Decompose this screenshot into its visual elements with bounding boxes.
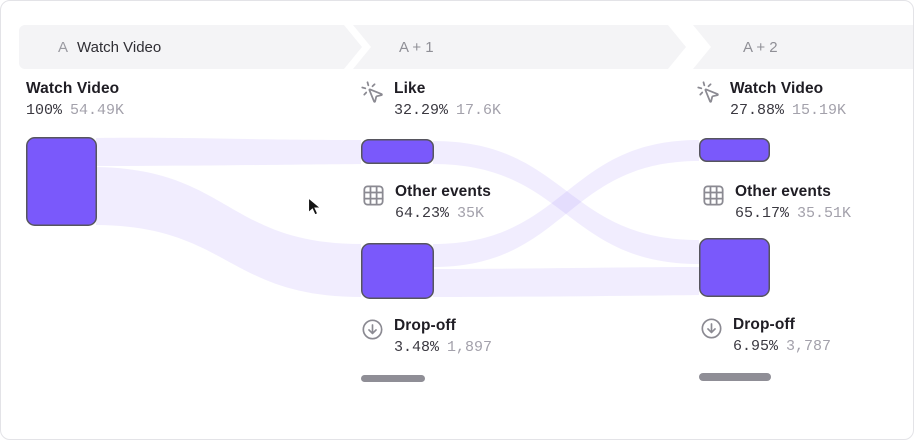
event-count: 35.51K bbox=[797, 205, 852, 222]
grid-icon bbox=[703, 185, 724, 206]
node-label-watch-video-step2: Watch Video 27.88% 15.19K bbox=[696, 79, 846, 120]
event-count: 1,897 bbox=[447, 339, 493, 356]
event-stats: 100% 54.49K bbox=[26, 101, 124, 120]
sankey-node-drop-off-step1[interactable] bbox=[361, 375, 425, 382]
step-label: Watch Video bbox=[77, 38, 162, 56]
flow-watchvideo-to-otherevents bbox=[96, 167, 361, 297]
event-percent: 3.48% bbox=[394, 339, 440, 356]
node-label-other-events-step1: Other events 64.23% 35K bbox=[361, 182, 491, 223]
event-name: Watch Video bbox=[26, 80, 120, 97]
event-stats: 64.23% 35K bbox=[395, 204, 491, 223]
event-name: Like bbox=[394, 80, 426, 97]
event-count: 35K bbox=[457, 205, 485, 222]
event-stats: 3.48% 1,897 bbox=[394, 338, 492, 357]
step-label: A + 1 bbox=[399, 38, 434, 56]
event-count: 15.19K bbox=[792, 102, 847, 119]
sankey-node-other-events-step2[interactable] bbox=[699, 238, 770, 297]
event-count: 17.6K bbox=[456, 102, 502, 119]
flow-otherevents-to-otherevents2 bbox=[433, 267, 699, 297]
event-name: Watch Video bbox=[730, 80, 824, 97]
event-name: Drop-off bbox=[733, 316, 795, 333]
event-percent: 27.88% bbox=[730, 102, 785, 119]
event-percent: 32.29% bbox=[394, 102, 449, 119]
event-stats: 27.88% 15.19K bbox=[730, 101, 846, 120]
node-label-drop-off-step1: Drop-off 3.48% 1,897 bbox=[360, 316, 492, 357]
sankey-node-watch-video-step2[interactable] bbox=[699, 138, 770, 162]
dropoff-icon bbox=[362, 319, 383, 340]
sankey-node-watch-video-step0[interactable] bbox=[26, 137, 97, 226]
sankey-node-other-events-step1[interactable] bbox=[361, 243, 434, 299]
node-label-like-step1: Like 32.29% 17.6K bbox=[360, 79, 501, 120]
event-percent: 64.23% bbox=[395, 205, 450, 222]
step-segment-a-plus-2[interactable]: A + 2 bbox=[693, 25, 913, 69]
event-stats: 6.95% 3,787 bbox=[733, 337, 831, 356]
event-name: Other events bbox=[395, 183, 491, 200]
node-label-watch-video-step0: Watch Video 100% 54.49K bbox=[26, 79, 124, 120]
node-label-other-events-step2: Other events 65.17% 35.51K bbox=[701, 182, 851, 223]
step-segment-a-plus-1[interactable]: A + 1 bbox=[353, 25, 686, 69]
flow-otherevents-to-watchvideo2 bbox=[433, 140, 699, 267]
event-count: 54.49K bbox=[70, 102, 125, 119]
event-stats: 65.17% 35.51K bbox=[735, 204, 851, 223]
event-name: Drop-off bbox=[394, 317, 456, 334]
event-count: 3,787 bbox=[786, 338, 832, 355]
step-label: A + 2 bbox=[743, 38, 778, 56]
flow-like-to-otherevents2 bbox=[433, 141, 699, 264]
node-label-drop-off-step2: Drop-off 6.95% 3,787 bbox=[699, 315, 831, 356]
event-percent: 100% bbox=[26, 102, 63, 119]
event-stats: 32.29% 17.6K bbox=[394, 101, 501, 120]
step-prefix: A bbox=[58, 38, 69, 56]
click-icon bbox=[697, 81, 719, 103]
event-name: Other events bbox=[735, 183, 831, 200]
event-percent: 6.95% bbox=[733, 338, 779, 355]
flow-watchvideo-to-like bbox=[96, 137, 361, 166]
step-segment-watch-video[interactable]: A Watch Video bbox=[19, 25, 362, 69]
dropoff-icon bbox=[701, 318, 722, 339]
click-icon bbox=[361, 81, 383, 103]
event-percent: 65.17% bbox=[735, 205, 790, 222]
mouse-cursor-icon bbox=[307, 197, 322, 216]
sankey-node-drop-off-step2[interactable] bbox=[699, 373, 771, 381]
grid-icon bbox=[363, 185, 384, 206]
sankey-node-like-step1[interactable] bbox=[361, 139, 434, 164]
